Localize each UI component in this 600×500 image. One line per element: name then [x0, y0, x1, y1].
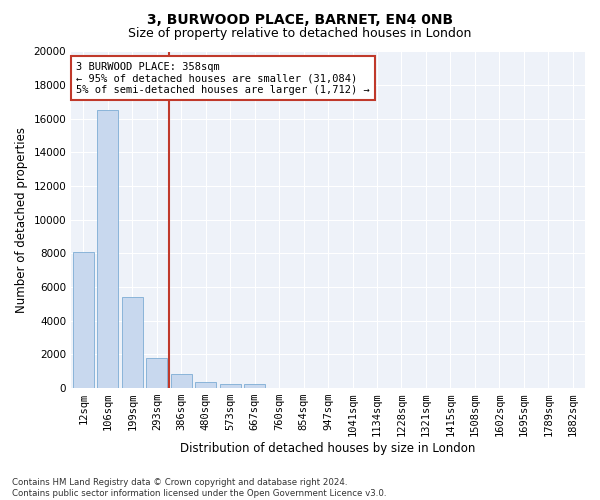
Text: 3, BURWOOD PLACE, BARNET, EN4 0NB: 3, BURWOOD PLACE, BARNET, EN4 0NB	[147, 12, 453, 26]
Bar	[73, 252, 94, 388]
Bar	[220, 384, 241, 388]
Bar	[97, 110, 118, 388]
Text: Contains HM Land Registry data © Crown copyright and database right 2024.
Contai: Contains HM Land Registry data © Crown c…	[12, 478, 386, 498]
Y-axis label: Number of detached properties: Number of detached properties	[15, 126, 28, 312]
Bar	[171, 374, 191, 388]
Bar	[122, 297, 143, 388]
Bar	[244, 384, 265, 388]
Text: Size of property relative to detached houses in London: Size of property relative to detached ho…	[128, 28, 472, 40]
Bar	[196, 382, 216, 388]
Text: 3 BURWOOD PLACE: 358sqm
← 95% of detached houses are smaller (31,084)
5% of semi: 3 BURWOOD PLACE: 358sqm ← 95% of detache…	[76, 62, 370, 95]
Bar	[146, 358, 167, 388]
X-axis label: Distribution of detached houses by size in London: Distribution of detached houses by size …	[181, 442, 476, 455]
